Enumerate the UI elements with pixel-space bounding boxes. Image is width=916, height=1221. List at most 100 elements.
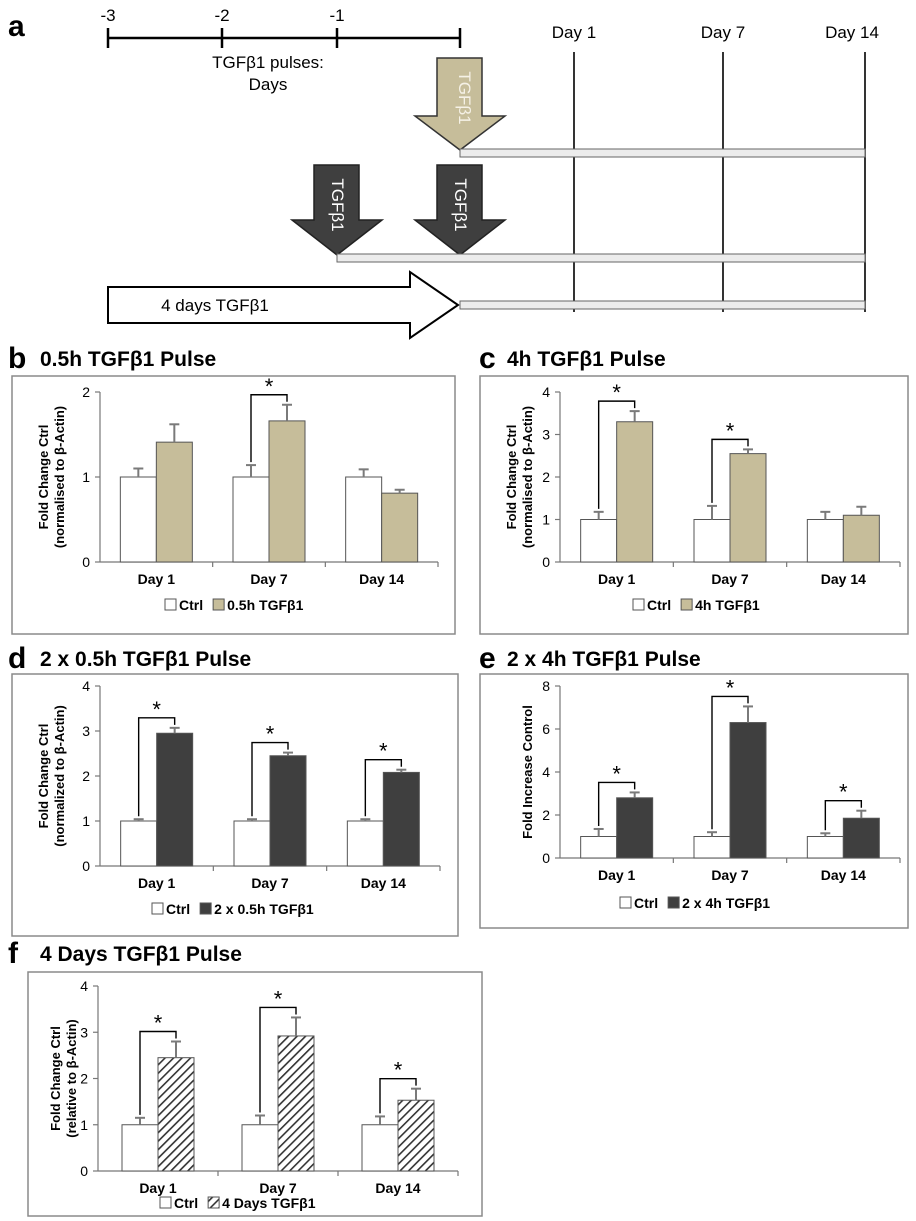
y-tick-label: 0 <box>542 554 550 570</box>
significance-star: * <box>394 1058 403 1083</box>
chart-panel-d: d 2 x 0.5h TGFβ1 Pulse <box>8 642 459 937</box>
x-tick-label: Day 7 <box>250 571 288 587</box>
bar-treatment <box>381 492 419 563</box>
day-label: Day 1 <box>552 23 596 42</box>
bar-treatment <box>277 1035 315 1172</box>
x-tick-label: Day 1 <box>598 571 636 587</box>
legend-swatch <box>619 896 632 909</box>
significance-star: * <box>152 697 161 722</box>
y-tick-label: 4 <box>82 678 90 694</box>
y-axis-label: (normalised to β-Actin) <box>520 406 535 548</box>
legend-swatch <box>164 598 177 611</box>
significance-bracket <box>259 1006 297 1113</box>
chart-title: 2 x 0.5h TGFβ1 Pulse <box>40 648 251 671</box>
timeline-panel: a -3 -2 -1 TGFβ1 pulses: Days Day 1 Day … <box>8 6 879 340</box>
y-tick-label: 3 <box>82 723 90 739</box>
y-tick-label: 0 <box>542 850 550 866</box>
significance-bracket <box>364 759 403 817</box>
significance-star: * <box>612 761 621 786</box>
x-tick-label: Day 7 <box>259 1180 297 1196</box>
y-tick-label: 2 <box>82 384 90 400</box>
significance-bracket <box>251 741 289 817</box>
bar-treatment <box>729 453 767 563</box>
chart-title: 2 x 4h TGFβ1 Pulse <box>507 648 701 671</box>
x-tick-label: Day 1 <box>138 875 176 891</box>
panel-letter-a: a <box>8 10 25 43</box>
chart-frame <box>479 375 909 635</box>
x-tick-label: Day 1 <box>139 1180 177 1196</box>
significance-bracket <box>597 400 636 509</box>
x-tick-label: Day 7 <box>711 571 749 587</box>
bar-treatment <box>269 755 307 867</box>
legend-label: 0.5h TGFβ1 <box>227 597 303 613</box>
x-tick-label: Day 14 <box>359 571 404 587</box>
chart-panel-e: e 2 x 4h TGFβ1 Pulse <box>479 642 909 929</box>
legend-swatch <box>667 896 680 909</box>
y-axis-label: Fold Change Ctrl <box>504 425 519 530</box>
y-tick-label: 4 <box>542 764 550 780</box>
significance-bracket <box>379 1077 417 1114</box>
x-tick-label: Day 1 <box>598 867 636 883</box>
arrow-label: TGFβ1 <box>451 178 470 231</box>
chart-frame <box>11 673 459 937</box>
bar-treatment <box>842 514 880 563</box>
significance-star: * <box>612 380 621 405</box>
significance-star: * <box>274 986 283 1011</box>
legend-label: 2 x 0.5h TGFβ1 <box>214 901 314 917</box>
y-tick-label: 3 <box>80 1024 88 1040</box>
y-axis-label: Fold Increase Control <box>520 705 535 839</box>
y-tick-label: 0 <box>80 1163 88 1179</box>
significance-star: * <box>266 722 275 747</box>
legend-label: 2 x 4h TGFβ1 <box>682 895 770 911</box>
x-tick-label: Day 14 <box>361 875 406 891</box>
panel-letter: e <box>479 642 496 675</box>
chart-frame <box>11 375 456 635</box>
timeline-caption: Days <box>249 75 288 94</box>
y-tick-label: 0 <box>82 554 90 570</box>
legend-label: Ctrl <box>166 901 190 917</box>
culture-bar <box>336 253 866 263</box>
x-tick-label: Day 14 <box>821 867 866 883</box>
chart-title: 4h TGFβ1 Pulse <box>507 348 666 371</box>
bar-ctrl <box>120 820 158 867</box>
bar-ctrl <box>693 519 731 563</box>
legend-label: Ctrl <box>634 895 658 911</box>
y-tick-label: 4 <box>542 384 550 400</box>
significance-bracket <box>137 717 176 817</box>
significance-star: * <box>726 675 735 700</box>
y-tick-label: 2 <box>80 1071 88 1087</box>
bar-ctrl <box>345 476 383 563</box>
y-axis-label: Fold Change Ctrl <box>48 1026 63 1131</box>
y-tick-label: 0 <box>82 858 90 874</box>
legend-label: Ctrl <box>647 597 671 613</box>
bar-ctrl <box>346 820 384 867</box>
bar-treatment <box>382 771 420 867</box>
panel-letter: f <box>8 937 19 970</box>
y-tick-label: 8 <box>542 678 550 694</box>
chart-title: 4 Days TGFβ1 Pulse <box>40 943 242 966</box>
timeline-tick-label: -2 <box>214 6 229 25</box>
significance-star: * <box>154 1011 163 1036</box>
panel-letter: d <box>8 642 26 675</box>
significance-bracket <box>597 781 636 826</box>
legend-label: 4 Days TGFβ1 <box>222 1195 316 1211</box>
y-axis-label: Fold Change Ctrl <box>36 425 51 530</box>
bar-ctrl <box>580 519 618 563</box>
legend-swatch <box>159 1196 172 1209</box>
arrow-label: TGFβ1 <box>455 71 474 124</box>
arrow-label: 4 days TGFβ1 <box>161 296 269 315</box>
bar-chart-d: 0 1 2 3 4 Fold Change Ctrl (normalized to β-Ac… <box>36 678 441 917</box>
bar-ctrl <box>233 820 271 867</box>
significance-bracket <box>139 1030 177 1115</box>
significance-bracket <box>824 800 863 831</box>
y-axis-label: (relative to β-Actin) <box>64 1019 79 1137</box>
significance-bracket <box>250 394 288 463</box>
day-label: Day 7 <box>701 23 745 42</box>
y-tick-label: 6 <box>542 721 550 737</box>
day-label: Day 14 <box>825 23 879 42</box>
timeline-caption: TGFβ1 pulses: <box>212 53 324 72</box>
bar-chart-c: 0 1 2 3 4 Fold Change Ctrl (normalised to β-Ac… <box>504 380 901 613</box>
dark-pulse-arrow <box>289 164 385 256</box>
y-tick-label: 3 <box>542 427 550 443</box>
